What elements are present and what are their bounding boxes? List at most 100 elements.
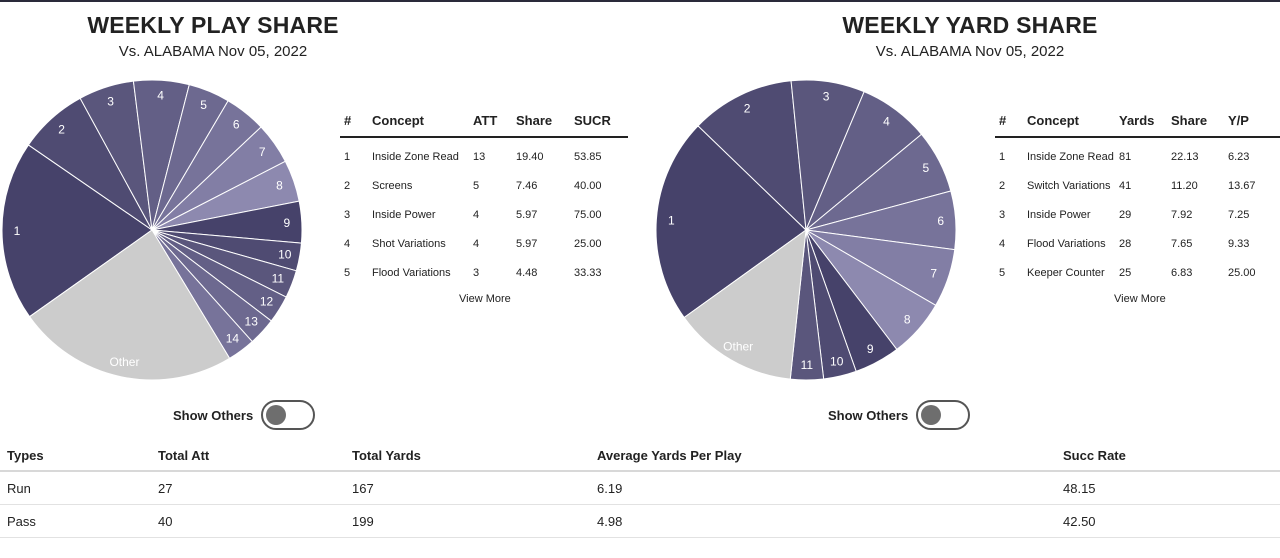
cell-share: 5.97 <box>516 237 538 250</box>
pie-slice-2[interactable] <box>697 80 807 232</box>
play-share-view-more-link[interactable]: View More <box>459 293 511 305</box>
show-others-label: Show Others <box>173 408 254 423</box>
pie-slice-label: 4 <box>157 88 164 102</box>
yard-share-subtitle: Vs. ALABAMA Nov 05, 2022 <box>875 43 1065 60</box>
table-row: 4 Shot Variations 4 5.97 25.00 <box>340 229 628 258</box>
cell-yp: 6.23 <box>1228 150 1250 163</box>
show-others-toggle[interactable] <box>916 400 970 430</box>
show-others-toggle[interactable] <box>261 400 315 430</box>
cell-concept: Flood Variations <box>372 266 451 279</box>
cell-avg-yards: 4.98 <box>590 504 1056 538</box>
cell-type: Pass <box>0 504 151 538</box>
summary-table: Types Total Att Total Yards Average Yard… <box>0 440 1280 538</box>
col-header-yards: Yards <box>1119 108 1171 138</box>
cell-avg-yards: 6.19 <box>590 471 1056 505</box>
yard-share-table: # Concept Yards Share Y/P 1 Inside Zone R… <box>995 108 1280 287</box>
cell-succ-rate: 42.50 <box>1056 504 1280 538</box>
cell-sucr: 53.85 <box>574 150 602 163</box>
pie-slice-1[interactable] <box>1 144 153 318</box>
table-row: 3 Inside Power 4 5.97 75.00 <box>340 200 628 229</box>
cell-rank: 4 <box>344 237 351 250</box>
cell-rank: 4 <box>999 237 1006 250</box>
pie-slice-label: 10 <box>830 354 844 368</box>
pie-slice-label: 5 <box>200 98 207 112</box>
table-row: 4 Flood Variations 28 7.65 9.33 <box>995 229 1280 258</box>
table-row: 2 Switch Variations 41 11.20 13.67 <box>995 171 1280 200</box>
pie-slice-label: 1 <box>668 213 675 227</box>
cell-concept: Switch Variations <box>1027 179 1111 192</box>
cell-total-att: 27 <box>151 471 345 505</box>
pie-slice-label: 7 <box>930 267 937 281</box>
cell-concept: Keeper Counter <box>1027 266 1105 279</box>
pie-slice-label: 7 <box>259 145 266 159</box>
pie-slice-label: 2 <box>58 123 65 137</box>
cell-share: 7.46 <box>516 179 538 192</box>
play-share-subtitle: Vs. ALABAMA Nov 05, 2022 <box>118 43 308 60</box>
col-header-share: Share <box>516 108 574 138</box>
cell-type: Run <box>0 471 151 505</box>
cell-yp: 9.33 <box>1228 237 1250 250</box>
cell-att: 4 <box>473 208 480 221</box>
cell-rank: 5 <box>344 266 351 279</box>
pie-slice-label: 2 <box>744 102 751 116</box>
cell-att: 4 <box>473 237 480 250</box>
pie-slice-label: 14 <box>226 331 240 345</box>
col-header-total-att: Total Att <box>151 440 345 472</box>
cell-total-yards: 167 <box>345 471 590 505</box>
cell-yp: 7.25 <box>1228 208 1250 221</box>
pie-slice-label: 5 <box>923 161 930 175</box>
cell-yards: 41 <box>1119 179 1132 192</box>
pie-slice-1[interactable] <box>655 125 807 319</box>
pie-slice-other[interactable] <box>28 229 231 381</box>
col-header-att: ATT <box>473 108 516 138</box>
col-header-sucr: SUCR <box>574 108 628 138</box>
cell-att: 3 <box>473 266 480 279</box>
col-header-rank: # <box>340 108 372 138</box>
cell-yp: 13.67 <box>1228 179 1256 192</box>
pie-slice-label: 9 <box>283 216 290 230</box>
col-header-concept: Concept <box>372 108 473 138</box>
play-share-table: # Concept ATT Share SUCR 1 Inside Zone Re… <box>340 108 628 287</box>
table-row: 5 Keeper Counter 25 6.83 25.00 <box>995 258 1280 287</box>
top-border <box>0 0 1280 2</box>
pie-slice-label: 8 <box>904 312 911 326</box>
col-header-total-yards: Total Yards <box>345 440 590 472</box>
summary-header-row: Types Total Att Total Yards Average Yard… <box>0 440 1280 472</box>
cell-rank: 3 <box>344 208 351 221</box>
cell-sucr: 75.00 <box>574 208 602 221</box>
table-row: 5 Flood Variations 3 4.48 33.33 <box>340 258 628 287</box>
pie-slice-label: 12 <box>260 294 274 308</box>
cell-share: 5.97 <box>516 208 538 221</box>
pie-slice-label: 4 <box>883 115 890 129</box>
cell-total-yards: 199 <box>345 504 590 538</box>
cell-att: 5 <box>473 179 480 192</box>
col-header-yp: Y/P <box>1228 108 1280 138</box>
show-others-label: Show Others <box>828 408 909 423</box>
cell-concept: Inside Zone Read <box>372 150 459 163</box>
table-header-row: # Concept Yards Share Y/P <box>995 108 1280 138</box>
cell-share: 7.92 <box>1171 208 1193 221</box>
cell-rank: 5 <box>999 266 1006 279</box>
col-header-types: Types <box>0 440 151 472</box>
pie-slice-label: 10 <box>278 247 292 261</box>
toggle-knob <box>266 405 286 425</box>
cell-yp: 25.00 <box>1228 266 1256 279</box>
yard-share-view-more-link[interactable]: View More <box>1114 293 1166 305</box>
cell-share: 7.65 <box>1171 237 1193 250</box>
pie-slice-label: 8 <box>276 179 283 193</box>
cell-succ-rate: 48.15 <box>1056 471 1280 505</box>
pie-slice-other[interactable] <box>683 228 807 380</box>
pie-slice-label: 6 <box>937 214 944 228</box>
table-header-row: # Concept ATT Share SUCR <box>340 108 628 138</box>
cell-share: 11.20 <box>1171 179 1198 192</box>
table-row: 1 Inside Zone Read 81 22.13 6.23 <box>995 137 1280 171</box>
yard-share-pie-chart: 1 2 3 4 5 6 7 8 9 10 11 Other <box>655 79 957 381</box>
pie-slice-label: 9 <box>867 342 874 356</box>
table-row: 2 Screens 5 7.46 40.00 <box>340 171 628 200</box>
col-header-share: Share <box>1171 108 1228 138</box>
col-header-succ-rate: Succ Rate <box>1056 440 1280 472</box>
cell-concept: Inside Power <box>1027 208 1091 221</box>
cell-sucr: 25.00 <box>574 237 602 250</box>
pie-slice-label: 13 <box>245 315 259 329</box>
